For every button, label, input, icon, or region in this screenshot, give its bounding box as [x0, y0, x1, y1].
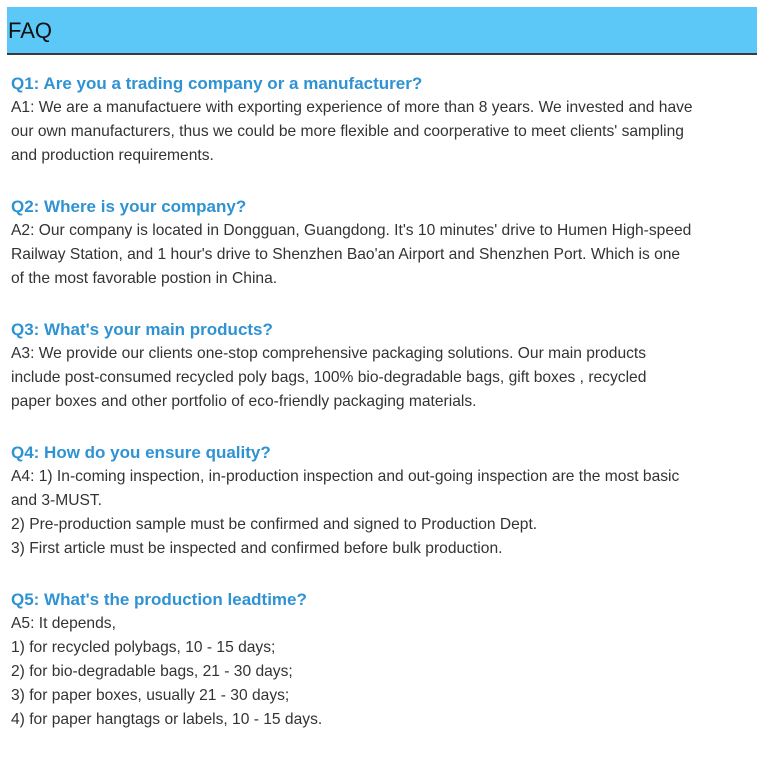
answer-line: 3) for paper boxes, usually 21 - 30 days… [11, 687, 290, 704]
answer-line: A4: 1) In-coming inspection, in-producti… [11, 468, 680, 485]
answer-line: 2) for bio-degradable bags, 21 - 30 days… [11, 663, 293, 680]
faq-item: Q3: What's your main products? A3: We pro… [11, 318, 761, 414]
answer-line: include post-consumed recycled poly bags… [11, 369, 647, 386]
answer-line: A2: Our company is located in Dongguan, … [11, 222, 692, 239]
answer-line: 4) for paper hangtags or labels, 10 - 15… [11, 711, 323, 728]
faq-item: Q5: What's the production leadtime? A5: I… [11, 588, 761, 732]
answer-line: A1: We are a manufactuere with exporting… [11, 99, 693, 116]
header-title: FAQ [8, 18, 53, 43]
header-bar: FAQ [7, 7, 757, 55]
faq-list: Q1: Are you a trading company or a manuf… [11, 72, 761, 759]
question: Q5: What's the production leadtime? [11, 590, 307, 609]
answer-line: Railway Station, and 1 hour's drive to S… [11, 246, 681, 263]
answer-line: and 3-MUST. [11, 492, 102, 509]
answer-line: and production requirements. [11, 147, 214, 164]
faq-item: Q1: Are you a trading company or a manuf… [11, 72, 761, 168]
answer-line: of the most favorable postion in China. [11, 270, 278, 287]
answer-line: A3: We provide our clients one-stop comp… [11, 345, 647, 362]
answer-line: 1) for recycled polybags, 10 - 15 days; [11, 639, 276, 656]
question: Q1: Are you a trading company or a manuf… [11, 74, 423, 93]
answer-line: A5: It depends, [11, 615, 116, 632]
answer-line: 2) Pre-production sample must be confirm… [11, 516, 538, 533]
answer-line: our own manufacturers, thus we could be … [11, 123, 684, 140]
answer-line: 3) First article must be inspected and c… [11, 540, 503, 557]
question: Q4: How do you ensure quality? [11, 443, 271, 462]
question: Q3: What's your main products? [11, 320, 273, 339]
question: Q2: Where is your company? [11, 197, 247, 216]
faq-item: Q4: How do you ensure quality? A4: 1) In-… [11, 441, 761, 561]
answer-line: paper boxes and other portfolio of eco-f… [11, 393, 477, 410]
faq-item: Q2: Where is your company? A2: Our compan… [11, 195, 761, 291]
